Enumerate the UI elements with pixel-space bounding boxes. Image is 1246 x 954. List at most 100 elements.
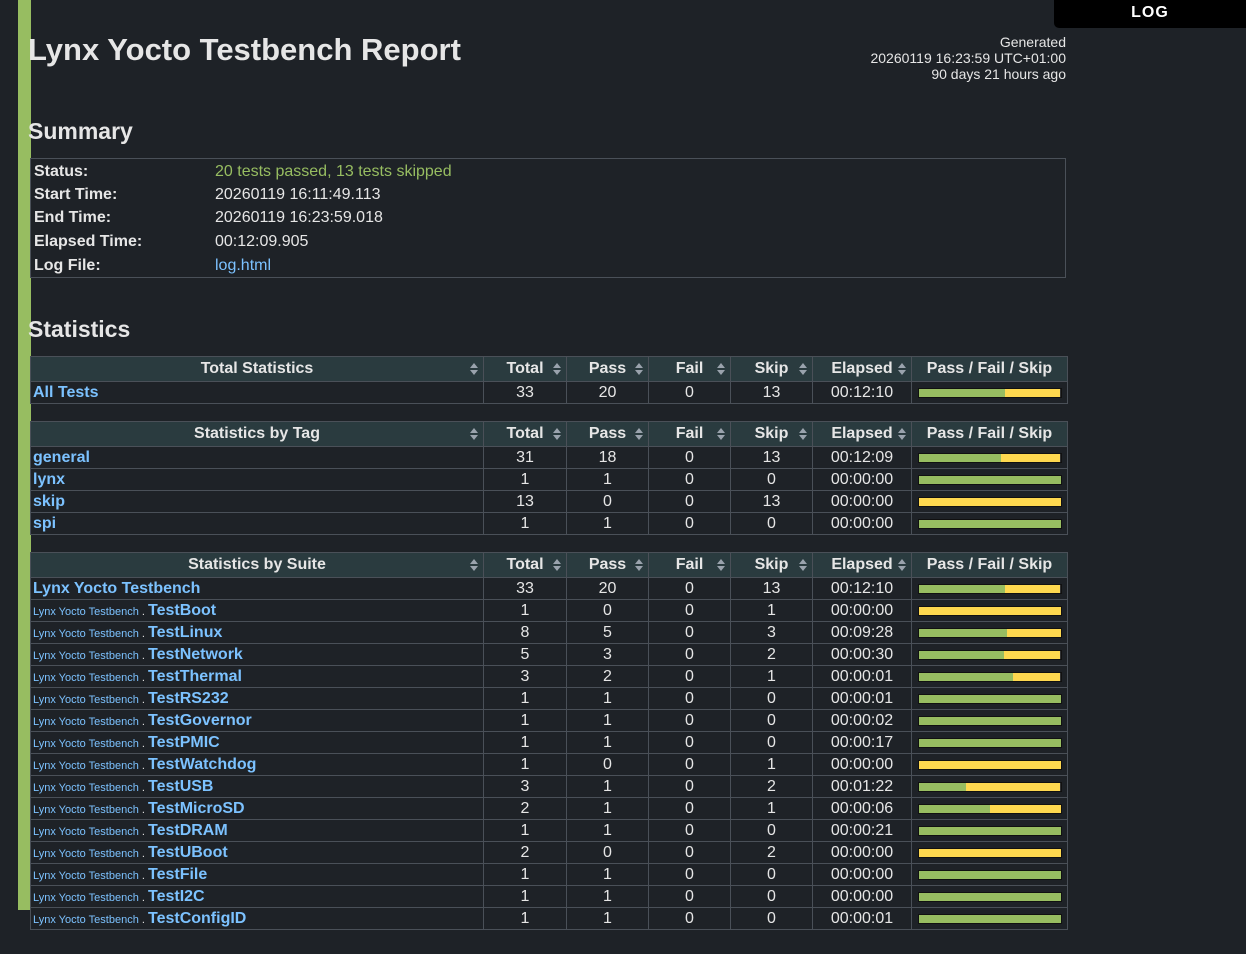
suite-stats-col-fail[interactable]: Fail <box>648 552 731 578</box>
stat-name-link[interactable]: TestNetwork <box>147 645 243 663</box>
parent-suite-link[interactable]: Lynx Yocto Testbench <box>33 913 139 926</box>
parent-suite-link[interactable]: Lynx Yocto Testbench <box>33 825 139 838</box>
sort-icon[interactable] <box>470 363 478 375</box>
parent-suite-link[interactable]: Lynx Yocto Testbench <box>33 737 139 750</box>
stat-skip: 0 <box>730 512 813 535</box>
parent-suite-link[interactable]: Lynx Yocto Testbench <box>33 649 139 662</box>
sort-icon[interactable] <box>898 363 906 375</box>
sort-icon[interactable] <box>553 428 561 440</box>
total-stats-col-fail[interactable]: Fail <box>648 356 731 382</box>
stat-name-link[interactable]: TestLinux <box>147 623 223 641</box>
stat-elapsed: 00:00:06 <box>812 797 912 820</box>
sort-icon[interactable] <box>717 559 725 571</box>
parent-suite-link[interactable]: Lynx Yocto Testbench <box>33 891 139 904</box>
parent-suite-link[interactable]: Lynx Yocto Testbench <box>33 847 139 860</box>
parent-suite-link[interactable]: Lynx Yocto Testbench <box>33 759 139 772</box>
stat-name-link[interactable]: TestUBoot <box>147 843 228 861</box>
total-stats-col-elapsed[interactable]: Elapsed <box>812 356 912 382</box>
stat-name-link[interactable]: TestPMIC <box>147 733 220 751</box>
pass-segment <box>918 892 1061 901</box>
stat-name-cell: lynx <box>30 468 484 491</box>
parent-suite-link[interactable]: Lynx Yocto Testbench <box>33 715 139 728</box>
stat-name-link[interactable]: TestMicroSD <box>147 799 245 817</box>
summary-elapsed-value: 00:12:09.905 <box>215 233 309 250</box>
sort-icon[interactable] <box>635 363 643 375</box>
log-button[interactable]: LOG <box>1054 0 1246 28</box>
parent-suite-link[interactable]: Lynx Yocto Testbench <box>33 693 139 706</box>
stat-name-link[interactable]: spi <box>33 514 57 532</box>
sort-icon[interactable] <box>898 559 906 571</box>
suite-stats-col-skip[interactable]: Skip <box>730 552 813 578</box>
tag-stats-col-name[interactable]: Statistics by Tag <box>30 421 484 447</box>
tag-stats-col-total[interactable]: Total <box>483 421 567 447</box>
stat-name-link[interactable]: TestThermal <box>147 667 242 685</box>
sort-icon[interactable] <box>635 559 643 571</box>
sort-icon[interactable] <box>470 428 478 440</box>
stat-name-link[interactable]: TestDRAM <box>147 821 228 839</box>
sort-icon[interactable] <box>635 428 643 440</box>
parent-suite-link[interactable]: Lynx Yocto Testbench <box>33 605 139 618</box>
sort-icon[interactable] <box>799 363 807 375</box>
suite-separator: . <box>138 803 148 816</box>
stat-graph-cell <box>911 599 1068 622</box>
sort-icon[interactable] <box>470 559 478 571</box>
stat-name-link[interactable]: skip <box>33 492 66 510</box>
tag-stats-col-elapsed[interactable]: Elapsed <box>812 421 912 447</box>
skip-segment <box>1000 453 1061 462</box>
stat-name-link[interactable]: TestI2C <box>147 887 205 905</box>
stat-name-link[interactable]: TestWatchdog <box>147 755 257 773</box>
total-stats-col-name[interactable]: Total Statistics <box>30 356 484 382</box>
stat-name-link[interactable]: TestGovernor <box>147 711 252 729</box>
total-stats-col-total[interactable]: Total <box>483 356 567 382</box>
stat-name-link[interactable]: All Tests <box>33 383 99 401</box>
tag-stats-col-pass[interactable]: Pass <box>566 421 649 447</box>
tag-stats-col-skip[interactable]: Skip <box>730 421 813 447</box>
suite-stats-col-pass[interactable]: Pass <box>566 552 649 578</box>
tag-stats-col-fail[interactable]: Fail <box>648 421 731 447</box>
stat-total: 3 <box>483 775 567 798</box>
stat-skip: 0 <box>730 907 813 930</box>
suite-stats-row: Lynx Yocto Testbench . TestConfigID 1 1 0 0 0… <box>30 907 1068 930</box>
log-file-link[interactable]: log.html <box>215 257 272 274</box>
stat-total: 5 <box>483 643 567 666</box>
stat-name-link[interactable]: TestRS232 <box>147 689 229 707</box>
stat-pass: 1 <box>566 709 649 732</box>
summary-end-value: 20260119 16:23:59.018 <box>215 209 383 226</box>
summary-label: End Time: <box>34 209 112 226</box>
stat-graph-cell <box>911 885 1068 908</box>
parent-suite-link[interactable]: Lynx Yocto Testbench <box>33 671 139 684</box>
skip-segment <box>1003 650 1061 659</box>
sort-icon[interactable] <box>898 428 906 440</box>
sort-icon[interactable] <box>717 363 725 375</box>
stat-pass: 3 <box>566 643 649 666</box>
suite-stats-col-elapsed[interactable]: Elapsed <box>812 552 912 578</box>
sort-icon[interactable] <box>553 559 561 571</box>
stat-name-link[interactable]: TestBoot <box>147 601 217 619</box>
parent-suite-link[interactable]: Lynx Yocto Testbench <box>33 803 139 816</box>
total-stats-col-skip[interactable]: Skip <box>730 356 813 382</box>
skip-segment <box>1004 584 1061 593</box>
total-stats-col-pass[interactable]: Pass <box>566 356 649 382</box>
suite-separator: . <box>138 649 148 662</box>
parent-suite-link[interactable]: Lynx Yocto Testbench <box>33 627 139 640</box>
stat-name-cell: Lynx Yocto Testbench . TestWatchdog <box>30 753 484 776</box>
parent-suite-link[interactable]: Lynx Yocto Testbench <box>33 869 139 882</box>
stat-pass: 1 <box>566 687 649 710</box>
stat-name-link[interactable]: Lynx Yocto Testbench <box>33 579 201 597</box>
sort-icon[interactable] <box>799 559 807 571</box>
stat-name-link[interactable]: TestUSB <box>147 777 214 795</box>
sort-icon[interactable] <box>717 428 725 440</box>
suite-stats-col-total[interactable]: Total <box>483 552 567 578</box>
stat-name-link[interactable]: TestConfigID <box>147 909 247 927</box>
sort-icon[interactable] <box>799 428 807 440</box>
stat-skip: 13 <box>730 490 813 513</box>
parent-suite-link[interactable]: Lynx Yocto Testbench <box>33 781 139 794</box>
pass-segment <box>918 388 1005 397</box>
stat-name-link[interactable]: lynx <box>33 470 66 488</box>
stat-name-link[interactable]: TestFile <box>147 865 208 883</box>
stat-elapsed: 00:00:00 <box>812 512 912 535</box>
stat-name-link[interactable]: general <box>33 448 90 466</box>
suite-stats-col-name[interactable]: Statistics by Suite <box>30 552 484 578</box>
sort-icon[interactable] <box>553 363 561 375</box>
stat-name-cell: Lynx Yocto Testbench . TestMicroSD <box>30 797 484 820</box>
